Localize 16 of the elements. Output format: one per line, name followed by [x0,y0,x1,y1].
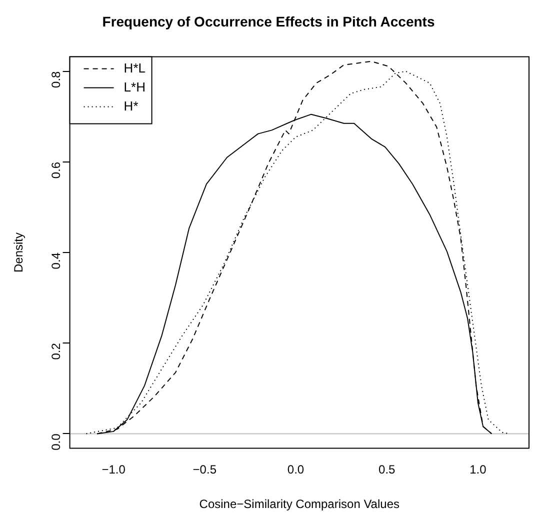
y-tick-label: 0.8 [49,70,64,88]
x-axis-title: Cosine−Similarity Comparison Values [199,497,400,512]
x-tick-label: −0.5 [192,462,217,477]
x-tick-label: 0.0 [287,462,304,477]
y-tick-label: 0.6 [49,162,64,179]
legend-label: H* [124,98,138,114]
y-tick-label: 0.0 [49,433,64,450]
x-tick-label: −1.0 [102,462,126,477]
y-axis-title: Density [12,232,26,273]
chart-title: Frequency of Occurrence Effects in Pitch Accents [102,13,435,30]
legend-label: L*H [124,79,146,94]
y-tick-label: 0.2 [49,342,64,360]
legend-label: H*L [124,60,146,76]
x-tick-label: 0.5 [378,462,396,477]
x-tick-label: 1.0 [470,462,487,477]
y-tick-label: 0.4 [49,252,64,270]
